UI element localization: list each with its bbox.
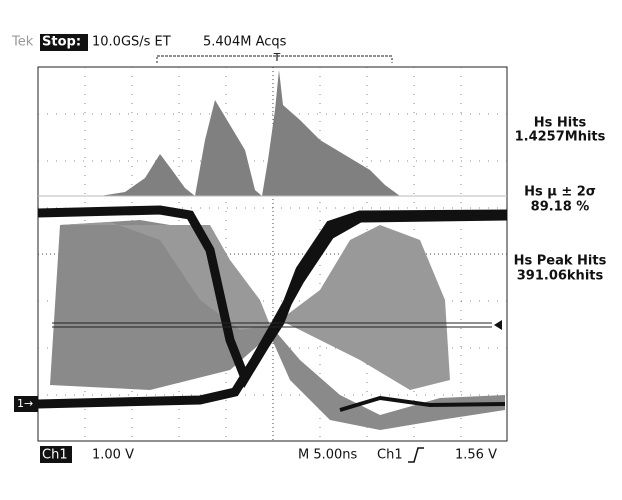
trigger-source: Ch1 (377, 448, 403, 463)
measurement-value: 89.18 % (531, 200, 590, 215)
measurement-value: 391.06khits (517, 269, 604, 284)
measurement-value: 1.4257Mhits (515, 130, 606, 145)
acquisitions: 5.404M Acqs (203, 35, 287, 50)
brand: Tek (11, 35, 34, 50)
state: Stop: (42, 35, 81, 50)
measurement-label: Hs Hits (534, 116, 587, 131)
trigger-marker: T (273, 51, 281, 64)
measurement-label: Hs Peak Hits (514, 254, 607, 269)
trigger-level: 1.56 V (455, 448, 497, 463)
channel: Ch1 (42, 448, 68, 463)
timebase: M 5.00ns (298, 448, 358, 463)
scope-screen: Tek Stop: 10.0GS/s ET 5.404M Acqs T 1→ H… (0, 0, 622, 500)
scale: 1.00 V (92, 448, 134, 463)
channel-marker: 1→ (17, 397, 33, 410)
measurement-label: Hs μ ± 2σ (524, 185, 596, 200)
sample-rate: 10.0GS/s ET (92, 35, 171, 50)
